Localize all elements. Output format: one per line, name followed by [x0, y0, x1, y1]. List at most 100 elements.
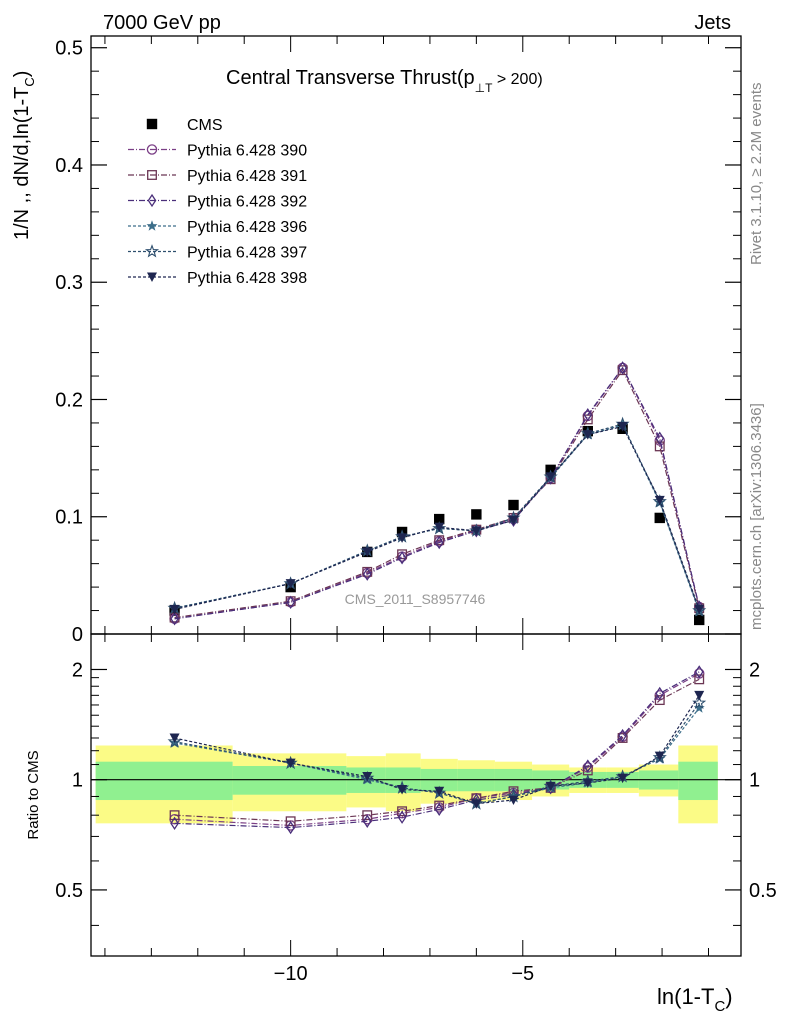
- ratio-point-pythia-6-428-398: [169, 733, 180, 743]
- ratio-point-pythia-6-428-392: [170, 816, 179, 831]
- ratio-line-pythia-6-428-397: [174, 702, 700, 805]
- ratio-y-tick-label-right: 2: [749, 659, 760, 681]
- data-point-cms: [434, 513, 445, 525]
- data-point-pythia-6-428-392: [434, 535, 444, 550]
- series-line-pythia-6-428-391: [174, 369, 700, 619]
- ratio-plot-area: [167, 665, 707, 835]
- main-plot-area: [167, 361, 707, 626]
- ratio-line-pythia-6-428-392: [174, 671, 700, 829]
- ratio-point-pythia-6-428-391: [285, 816, 296, 827]
- ratio-point-pythia-6-428-391: [617, 733, 628, 743]
- ratio-uncertainty-bands: [91, 745, 741, 824]
- ratio-point-pythia-6-428-391: [694, 674, 705, 685]
- header-left: 7000 GeV pp: [103, 12, 221, 34]
- legend-label: Pythia 6.428 390: [187, 143, 307, 160]
- ratio-point-pythia-6-428-391: [169, 810, 180, 821]
- ratio-y-tick-label: 1: [72, 770, 83, 792]
- legend-marker: [146, 220, 158, 231]
- ratio-point-pythia-6-428-396: [693, 702, 705, 713]
- x-tick-label: −5: [511, 963, 534, 985]
- ratio-point-pythia-6-428-392: [362, 814, 372, 828]
- legend-item-pythia-6-428-392: Pythia 6.428 392: [128, 194, 307, 211]
- data-point-pythia-6-428-392: [170, 612, 179, 626]
- data-point-pythia-6-428-398: [434, 522, 445, 533]
- ratio-point-pythia-6-428-391: [362, 810, 373, 821]
- main-y-axis-label-tail: ): [11, 71, 33, 78]
- data-point-cms: [508, 499, 519, 511]
- legend-label: Pythia 6.428 397: [187, 245, 307, 262]
- y-tick-label: 0.5: [55, 38, 83, 60]
- ratio-line-pythia-6-428-391: [174, 678, 700, 822]
- ratio-point-pythia-6-428-398: [508, 795, 519, 806]
- legend: CMS Pythia 6.428 390 Pythia 6.428 391 Pythi…: [128, 117, 307, 287]
- main-y-axis-label-text: 1/N ,, dN/d,ln(1-T: [11, 87, 33, 240]
- ratio-y-tick-label-right: 0.5: [749, 880, 777, 902]
- x-axis-label: ln(1-TC): [657, 984, 733, 1015]
- data-point-pythia-6-428-392: [397, 551, 407, 565]
- data-point-pythia-6-428-391: [654, 441, 665, 452]
- ratio-point-pythia-6-428-398: [397, 785, 408, 795]
- ratio-point-pythia-6-428-391: [654, 695, 665, 706]
- data-point-cms: [654, 512, 665, 524]
- chart-title-text: Central Transverse Thrust(p: [226, 67, 475, 89]
- data-point-pythia-6-428-398: [545, 472, 556, 482]
- ratio-point-pythia-6-428-392: [655, 686, 665, 701]
- ratio-y-tick-label-right: 1: [749, 770, 760, 792]
- x-axis-label-text: ln(1-T: [657, 984, 714, 1009]
- data-point-pythia-6-428-398: [362, 547, 373, 557]
- ratio-point-pythia-6-428-392: [434, 802, 444, 817]
- data-point-cms: [694, 614, 705, 626]
- legend-marker: [146, 118, 158, 130]
- legend-label: Pythia 6.428 398: [187, 270, 307, 287]
- legend-marker: [146, 144, 158, 155]
- data-point-pythia-6-428-398: [508, 515, 519, 526]
- legend-item-pythia-6-428-391: Pythia 6.428 391: [128, 168, 307, 185]
- ratio-point-pythia-6-428-398: [545, 781, 556, 792]
- data-point-pythia-6-428-390: [654, 435, 666, 446]
- ratio-y-tick-label: 2: [72, 659, 83, 681]
- ratio-point-pythia-6-428-391: [397, 806, 408, 817]
- series-line-pythia-6-428-392: [174, 366, 700, 620]
- legend-label: CMS: [187, 117, 223, 134]
- legend-label: Pythia 6.428 392: [187, 194, 307, 211]
- data-point-cms: [471, 509, 482, 520]
- header-right: Jets: [694, 12, 731, 34]
- legend-label: Pythia 6.428 396: [187, 219, 307, 236]
- ratio-line-pythia-6-428-390: [174, 672, 700, 827]
- ratio-line-pythia-6-428-398: [174, 694, 700, 805]
- ratio-point-pythia-6-428-398: [654, 751, 665, 762]
- data-point-pythia-6-428-398: [471, 526, 482, 536]
- main-y-axis-label: 1/N ,, dN/d,ln(1-TC): [11, 71, 37, 240]
- analysis-watermark: CMS_2011_S8957746: [345, 591, 486, 607]
- y-tick-label: 0.2: [55, 389, 83, 411]
- legend-marker: [147, 170, 157, 180]
- legend-marker: [147, 272, 157, 282]
- ratio-y-axis-label: Ratio to CMS: [25, 750, 42, 839]
- ratio-point-pythia-6-428-392: [286, 820, 296, 835]
- data-point-pythia-6-428-398: [397, 533, 408, 543]
- data-point-pythia-6-428-392: [286, 595, 296, 610]
- ratio-point-pythia-6-428-392: [397, 810, 407, 824]
- series-line-pythia-6-428-398: [174, 425, 700, 610]
- main-axes: 0 0.1 0.2 0.3 0.4 0.5: [55, 36, 741, 646]
- x-axis-label-sub: C: [714, 998, 725, 1015]
- series-line-pythia-6-428-390: [174, 366, 700, 620]
- legend-item-pythia-6-428-398: Pythia 6.428 398: [128, 270, 307, 287]
- chart-title-sub: ⊥T: [475, 81, 493, 95]
- ratio-point-pythia-6-428-392: [583, 759, 593, 773]
- data-point-pythia-6-428-392: [583, 408, 593, 422]
- data-point-pythia-6-428-398: [285, 579, 296, 589]
- ratio-point-pythia-6-428-392: [694, 665, 704, 679]
- data-point-pythia-6-428-392: [618, 361, 627, 375]
- ratio-band-inner: [678, 761, 718, 801]
- data-point-pythia-6-428-392: [362, 567, 372, 581]
- data-point-pythia-6-428-391: [397, 549, 408, 560]
- ratio-point-pythia-6-428-398: [694, 690, 705, 701]
- ratio-point-pythia-6-428-398: [471, 799, 482, 809]
- ratio-point-pythia-6-428-397: [167, 734, 182, 748]
- main-y-axis-label-sub: C: [22, 77, 37, 86]
- rivet-label: Rivet 3.1.10, ≥ 2.2M events: [748, 83, 765, 266]
- y-tick-label: 0.1: [55, 507, 83, 529]
- x-tick-label: −10: [274, 963, 308, 985]
